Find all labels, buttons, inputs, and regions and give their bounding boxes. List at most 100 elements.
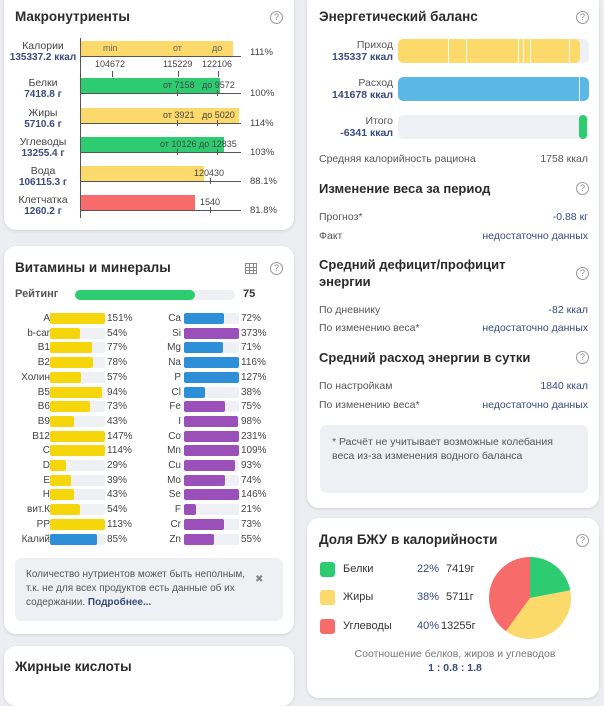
close-icon[interactable]: ✖ xyxy=(255,574,264,585)
nutrient-row[interactable]: Mo 74% xyxy=(0,474,300,487)
scale-label: min xyxy=(103,43,118,53)
nutrient-name: Калий xyxy=(21,534,50,545)
nutrient-row[interactable]: C 114% xyxy=(0,444,300,457)
nutrient-bar-fill xyxy=(184,489,239,500)
nutrient-name: H xyxy=(42,489,50,500)
table-icon[interactable] xyxy=(245,263,257,274)
macronutrients-title: Макронутриенты xyxy=(15,9,130,24)
nutrient-percent: 77% xyxy=(107,342,128,353)
scale-label: до xyxy=(212,43,223,53)
norm-tick xyxy=(218,71,219,77)
nutrient-row[interactable]: H 43% xyxy=(0,488,300,501)
norm-from: от 3921 xyxy=(163,110,195,120)
nutrient-row[interactable]: Ca 72% xyxy=(0,312,300,325)
nutrient-percent: 127% xyxy=(241,372,267,383)
norm-tick xyxy=(177,120,178,126)
nutrient-row[interactable]: A 151% xyxy=(0,312,300,325)
macro-norm-line xyxy=(81,210,241,211)
nutrient-row[interactable]: Cu 93% xyxy=(0,459,300,472)
nutrient-row[interactable]: Mg 71% xyxy=(0,341,300,354)
nutrient-row[interactable]: вит.К 54% xyxy=(0,503,300,516)
nutrient-row[interactable]: Na 116% xyxy=(0,356,300,369)
nutrient-row[interactable]: B6 73% xyxy=(0,400,300,413)
nutrient-bar-fill xyxy=(50,313,105,324)
nutrient-row[interactable]: Cl 38% xyxy=(0,386,300,399)
nutrient-percent: 73% xyxy=(107,401,128,412)
help-icon[interactable]: ? xyxy=(576,267,589,280)
nutrient-name: B2 xyxy=(37,357,50,368)
nutrient-percent: 55% xyxy=(241,534,262,545)
help-icon[interactable]: ? xyxy=(576,351,589,364)
macro-label: Жиры 5710.6 г xyxy=(8,107,78,131)
nutrient-percent: 38% xyxy=(241,387,262,398)
nutrient-bar-fill xyxy=(184,460,236,471)
settings-value: 1840 ккал xyxy=(540,380,588,392)
help-icon[interactable]: ? xyxy=(576,182,589,195)
help-icon[interactable]: ? xyxy=(576,11,589,24)
nutrient-row[interactable]: Co 231% xyxy=(0,430,300,443)
norm-tick xyxy=(178,71,179,77)
legend-percent: 40% xyxy=(417,620,440,632)
nutrient-row[interactable]: B1 77% xyxy=(0,341,300,354)
nutrient-row[interactable]: Калий 85% xyxy=(0,533,300,546)
nutrient-row[interactable]: Fe 75% xyxy=(0,400,300,413)
nutrient-bar-fill xyxy=(50,489,74,500)
exp-weight-label: По изменению веса* xyxy=(319,399,420,411)
diary-label: По дневнику xyxy=(319,304,381,316)
nutrient-row[interactable]: B9 43% xyxy=(0,415,300,428)
nutrient-bar xyxy=(184,519,239,530)
nutrient-bar-fill xyxy=(184,401,226,412)
legend-swatch xyxy=(320,590,335,605)
nutrient-row[interactable]: E 39% xyxy=(0,474,300,487)
nutrient-row[interactable]: Cr 73% xyxy=(0,518,300,531)
nutrient-row[interactable]: D 29% xyxy=(0,459,300,472)
nutrient-percent: 85% xyxy=(107,534,128,545)
nutrient-bar-fill xyxy=(50,416,74,427)
nutrient-bar-fill xyxy=(184,416,238,427)
macro-bar xyxy=(81,195,195,210)
nutrient-row[interactable]: F 21% xyxy=(0,503,300,516)
macro-name: Жиры xyxy=(28,107,58,119)
more-link[interactable]: Подробнее... xyxy=(87,597,152,608)
nutrient-row[interactable]: Zn 55% xyxy=(0,533,300,546)
norm-from: от 10126 xyxy=(160,139,197,149)
nutrient-bar xyxy=(50,416,105,427)
nutrient-bar-fill xyxy=(50,475,72,486)
help-icon[interactable]: ? xyxy=(270,11,283,24)
nutrient-percent: 147% xyxy=(107,431,133,442)
expense-label: Расход 141678 ккал xyxy=(332,77,393,101)
nutrient-row[interactable]: I 98% xyxy=(0,415,300,428)
norm-tick xyxy=(177,90,178,96)
nutrient-row[interactable]: b-car 54% xyxy=(0,327,300,340)
nutrient-bar xyxy=(184,431,239,442)
macro-name: Калории xyxy=(22,40,64,52)
pie-slice xyxy=(489,557,530,632)
nutrient-row[interactable]: Mn 109% xyxy=(0,444,300,457)
nutrient-row[interactable]: Холин 57% xyxy=(0,371,300,384)
nutrient-bar xyxy=(50,445,105,456)
nutrient-row[interactable]: B5 94% xyxy=(0,386,300,399)
macro-norm-line xyxy=(81,152,241,153)
nutrient-name: вит.К xyxy=(27,504,50,515)
nutrient-name: Si xyxy=(172,328,181,339)
nutrient-row[interactable]: B2 78% xyxy=(0,356,300,369)
macro-label: Клетчатка 1260.2 г xyxy=(8,195,78,218)
fatty-acids-title: Жирные кислоты xyxy=(15,659,132,674)
rating-label: Рейтинг xyxy=(15,288,59,300)
nutrient-bar xyxy=(184,328,239,339)
help-icon[interactable]: ? xyxy=(270,262,283,275)
nutrient-bar xyxy=(184,489,239,500)
nutrient-row[interactable]: Si 373% xyxy=(0,327,300,340)
nutrient-bar-fill xyxy=(50,342,93,353)
nutrient-percent: 71% xyxy=(241,342,262,353)
help-icon[interactable]: ? xyxy=(576,534,589,547)
macro-bar xyxy=(81,166,204,181)
nutrient-row[interactable]: PP 113% xyxy=(0,518,300,531)
ratio-value: 1 : 0.8 : 1.8 xyxy=(428,662,482,674)
nutrient-row[interactable]: B12 147% xyxy=(0,430,300,443)
nutrient-row[interactable]: Se 146% xyxy=(0,488,300,501)
nutrient-row[interactable]: P 127% xyxy=(0,371,300,384)
macro-bar xyxy=(81,41,233,56)
nutrient-bar-fill xyxy=(184,475,225,486)
nutrient-percent: 109% xyxy=(241,445,267,456)
